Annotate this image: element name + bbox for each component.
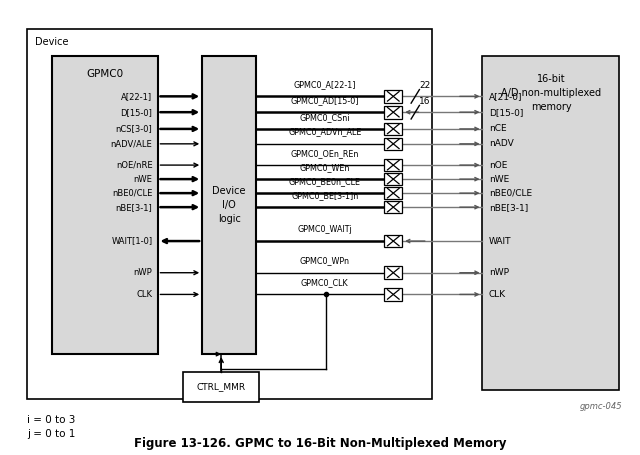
Text: CLK: CLK [489, 290, 506, 299]
Text: gpmc-045: gpmc-045 [580, 402, 623, 411]
Text: D[15-0]: D[15-0] [489, 108, 524, 116]
Text: CTRL_MMR: CTRL_MMR [196, 382, 246, 391]
Text: Device
I/O
logic: Device I/O logic [212, 186, 246, 224]
Text: nWP: nWP [489, 268, 509, 277]
Text: WAIT: WAIT [489, 237, 511, 246]
Text: WAIT[1-0]: WAIT[1-0] [111, 237, 152, 246]
Text: GPMC0_BE0n_CLE: GPMC0_BE0n_CLE [289, 177, 361, 186]
Text: i = 0 to 3: i = 0 to 3 [27, 415, 76, 425]
Text: nOE/nRE: nOE/nRE [116, 161, 152, 170]
Bar [385, 137, 402, 150]
Bar [385, 106, 402, 118]
Text: D[15-0]: D[15-0] [120, 108, 152, 116]
Bar [183, 372, 259, 402]
Text: nWE: nWE [134, 175, 152, 184]
Text: GPMC0_WEn: GPMC0_WEn [300, 163, 350, 172]
Bar [385, 159, 402, 172]
Text: nWE: nWE [489, 175, 509, 184]
Text: nADV/ALE: nADV/ALE [111, 139, 152, 148]
Text: GPMC0_WPn: GPMC0_WPn [300, 257, 350, 265]
Text: GPMC0_ADVn_ALE: GPMC0_ADVn_ALE [288, 127, 362, 136]
Bar [483, 56, 620, 390]
Text: nBE[3-1]: nBE[3-1] [489, 202, 528, 212]
Text: nBE0/CLE: nBE0/CLE [489, 189, 532, 197]
Text: Figure 13-126. GPMC to 16-Bit Non-Multiplexed Memory: Figure 13-126. GPMC to 16-Bit Non-Multip… [134, 437, 506, 450]
Text: nCE: nCE [489, 124, 506, 133]
Text: Device: Device [35, 37, 68, 47]
Text: j = 0 to 1: j = 0 to 1 [27, 429, 76, 439]
Text: GPMC0_A[22-1]: GPMC0_A[22-1] [294, 80, 356, 89]
Text: nBE0/CLE: nBE0/CLE [112, 189, 152, 197]
Text: A[22-1]: A[22-1] [122, 92, 152, 101]
Text: GPMC0_AD[15-0]: GPMC0_AD[15-0] [291, 96, 359, 105]
Text: 22: 22 [419, 81, 431, 91]
Text: GPMC0_OEn_REn: GPMC0_OEn_REn [291, 149, 359, 158]
Bar [385, 235, 402, 248]
Bar [385, 266, 402, 279]
Text: nBE[3-1]: nBE[3-1] [116, 202, 152, 212]
Text: nWP: nWP [134, 268, 152, 277]
Text: A[21-0]: A[21-0] [489, 92, 522, 101]
Text: GPMC0_CSni: GPMC0_CSni [300, 113, 350, 121]
Bar [385, 201, 402, 213]
Bar [27, 29, 431, 399]
Bar [385, 90, 402, 103]
Bar [385, 173, 402, 186]
Text: 16: 16 [419, 97, 431, 106]
Bar [385, 187, 402, 199]
Text: 16-bit
A/D non-multiplexed
memory: 16-bit A/D non-multiplexed memory [501, 74, 601, 112]
Text: GPMC0_CLK: GPMC0_CLK [301, 278, 349, 287]
Text: nCS[3-0]: nCS[3-0] [116, 124, 152, 133]
Bar [385, 122, 402, 135]
Text: CLK: CLK [136, 290, 152, 299]
Bar [202, 56, 256, 354]
Bar [52, 56, 157, 354]
Text: nOE: nOE [489, 161, 508, 170]
Text: GPMC0_WAITj: GPMC0_WAITj [298, 225, 352, 234]
Text: GPMC0_BE[3-1]n: GPMC0_BE[3-1]n [291, 191, 358, 200]
Bar [385, 288, 402, 301]
Text: GPMC0: GPMC0 [86, 69, 124, 79]
Text: nADV: nADV [489, 139, 514, 148]
